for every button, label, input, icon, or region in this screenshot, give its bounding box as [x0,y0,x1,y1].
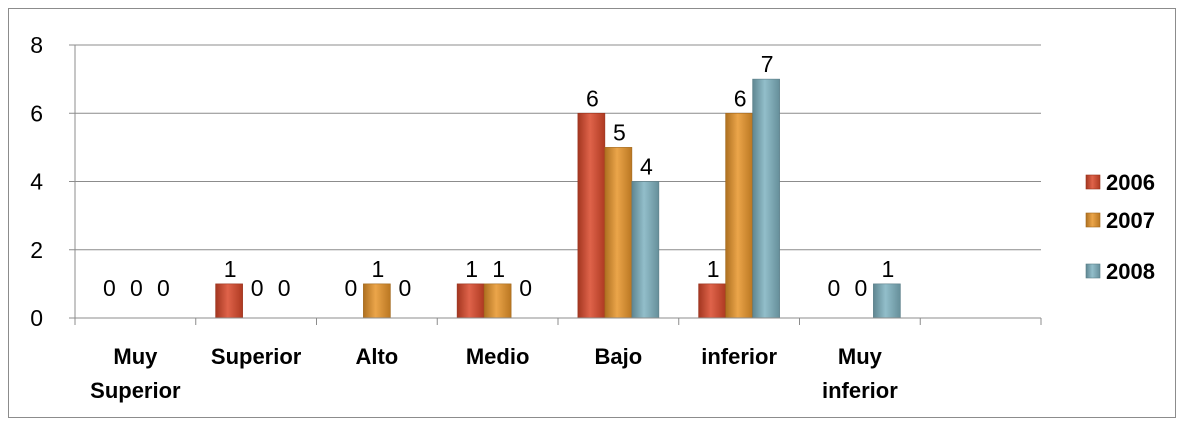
data-label: 0 [854,275,867,301]
data-label: 0 [827,275,840,301]
legend-swatch-2006 [1085,174,1101,190]
data-label: 1 [881,256,894,282]
bar-2008 [873,283,901,319]
data-label: 1 [224,256,237,282]
bar-layer [215,78,901,319]
axis-layer [69,44,1042,325]
data-label: 6 [586,85,599,111]
bar-2006 [456,283,485,319]
category-label: Superior [90,378,181,403]
data-label: 0 [103,275,116,301]
data-label: 0 [251,275,264,301]
legend-label-2006: 2006 [1106,170,1155,195]
data-label: 0 [157,275,170,301]
category-label: inferior [822,378,898,403]
bar-2008 [631,181,660,319]
category-label: Muy [838,344,883,369]
bar-2007 [604,147,633,319]
y-tick-label: 2 [30,237,43,263]
bar-2008 [752,78,780,319]
data-label: 0 [278,275,291,301]
legend-label-2008: 2008 [1106,259,1155,284]
category-label: Muy [113,344,158,369]
data-label: 5 [613,119,626,145]
y-tick-label: 0 [30,305,43,331]
category-label: inferior [701,344,777,369]
data-label: 7 [761,51,774,77]
bar-2006 [698,283,726,319]
y-tick-label: 6 [30,100,43,126]
legend-swatch-2007 [1085,212,1101,228]
category-label: Medio [466,344,530,369]
bar-2007 [483,283,512,319]
legend-swatch-2008 [1085,263,1101,279]
legend-label-2007: 2007 [1106,208,1155,233]
data-label: 4 [640,154,653,180]
data-label: 1 [492,256,505,282]
category-label: Bajo [595,344,643,369]
data-label: 0 [519,275,532,301]
data-label: 0 [130,275,143,301]
data-label: 0 [344,275,357,301]
data-label: 1 [707,256,720,282]
data-label: 6 [734,85,747,111]
data-label: 1 [465,256,478,282]
y-tick-label: 8 [30,32,43,58]
legend: 2006 2007 2008 [1085,170,1155,284]
data-label: 1 [371,256,384,282]
bar-2006 [215,283,243,319]
category-label: Superior [211,344,302,369]
category-label: Alto [355,344,398,369]
bar-2007 [363,283,391,319]
grid-layer [75,44,1041,251]
bar-2006 [577,112,606,319]
data-label: 0 [398,275,411,301]
bar-2007 [725,112,753,319]
y-tick-label: 4 [30,169,43,195]
